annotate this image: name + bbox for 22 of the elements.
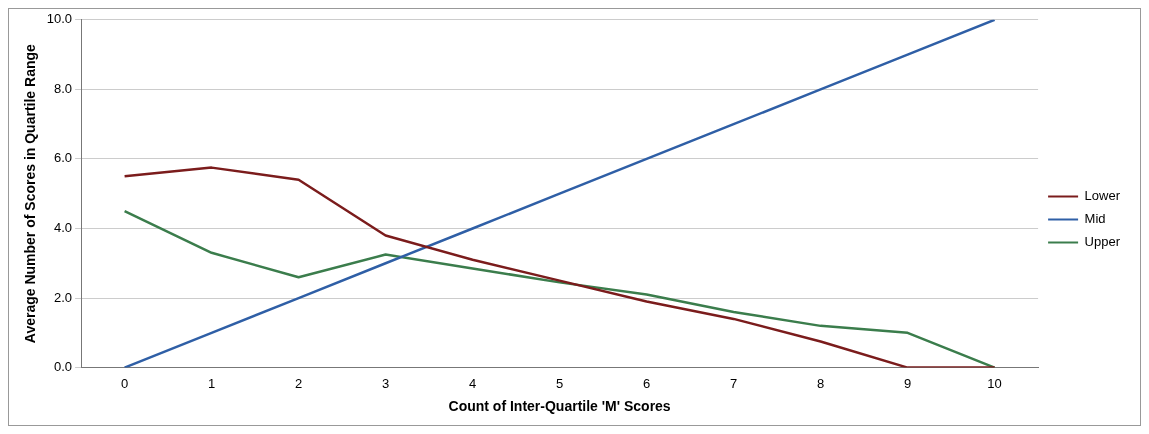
x-axis-title: Count of Inter-Quartile 'M' Scores [448,398,671,415]
y-tick-label: 10.0 [46,11,73,27]
y-tick-label: 2.0 [54,289,73,305]
x-tick-label: 9 [903,375,912,391]
x-tick-label: 4 [468,375,477,391]
x-tick-label: 0 [120,375,129,391]
x-tick-label: 8 [816,375,825,391]
x-tick-label: 3 [381,375,390,391]
legend-label: Upper [1084,234,1121,250]
x-tick-label: 5 [555,375,564,391]
legend-label: Mid [1084,211,1106,227]
legend-label: Lower [1084,188,1121,204]
y-tick-label: 4.0 [54,220,73,236]
y-tick-label: 8.0 [54,80,73,96]
y-tick-label: 6.0 [54,150,73,166]
x-tick-label: 7 [729,375,738,391]
y-axis-title: Average Number of Scores in Quartile Range [22,43,39,344]
x-tick-label: 1 [207,375,216,391]
x-tick-label: 6 [642,375,651,391]
x-tick-label: 2 [294,375,303,391]
x-tick-label: 10 [987,375,1002,391]
y-tick-label: 0.0 [54,359,73,375]
